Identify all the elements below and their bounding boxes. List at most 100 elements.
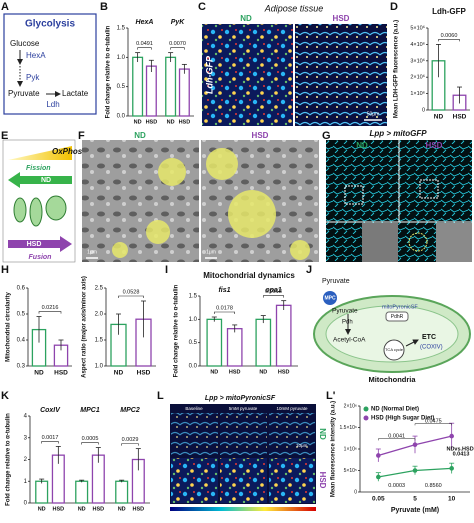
bar: [132, 56, 144, 117]
y-tick-label: 0.0: [117, 114, 126, 120]
y-tick-label: 4×10⁶: [410, 41, 425, 48]
panel-title: Lpp > mitoGFP: [369, 129, 427, 138]
x-tick-label: ND: [210, 369, 218, 375]
lipid-droplet: [112, 242, 128, 258]
tca-cycle: [383, 339, 405, 361]
x-tick-label: HSD: [229, 369, 241, 375]
significance-bracket: [81, 442, 99, 445]
bar: [178, 68, 190, 117]
metabolite: Glucose: [10, 39, 40, 48]
y-axis-label: Aspect ratio (major axis/minor axis): [82, 276, 88, 378]
panel-letter: C: [198, 1, 206, 13]
x-tick-label: 10: [448, 496, 456, 503]
label: Pdh: [342, 320, 353, 326]
mpc-transporter: [323, 291, 337, 305]
mitochondrion: [29, 197, 43, 227]
significance-bracket: [213, 311, 236, 314]
x-tick-label: 0.05: [372, 496, 385, 503]
y-tick-label: 2: [24, 457, 28, 463]
label: (COXIV): [420, 345, 443, 351]
x-tick-label: ND: [38, 506, 46, 512]
micrograph: [269, 413, 315, 455]
enzyme: Ldh: [46, 100, 59, 109]
y-tick-label: 1.5: [95, 338, 104, 344]
significance-bracket: [262, 295, 285, 298]
micrograph: [202, 24, 293, 126]
inset-highlight: [408, 232, 428, 252]
x-tick-label: ND: [34, 370, 44, 377]
y-tick-label: 3×10⁶: [410, 57, 425, 64]
inset-box: [419, 179, 439, 199]
legend-label: ND (Normal Diet): [371, 407, 419, 413]
point: [376, 453, 381, 458]
panel-letter: I: [165, 264, 168, 276]
p-value: 0.0017: [42, 435, 59, 441]
panel-letter: G: [322, 130, 331, 142]
label: Fission: [26, 165, 51, 172]
panel-letter: B: [100, 1, 108, 13]
category-label: CoxIV: [40, 407, 61, 414]
label: Pyruvate: [322, 278, 350, 285]
micrograph: [82, 140, 199, 262]
significance-bracket: [41, 441, 59, 444]
micrograph: [171, 413, 218, 455]
bar: [206, 318, 223, 367]
significance-bracket: [170, 47, 185, 50]
enzyme: Pyk: [26, 73, 40, 82]
scale-label: 1μm: [87, 249, 97, 255]
group-label: ND: [240, 14, 252, 23]
x-tick-label: HSD: [93, 506, 105, 512]
y-tick-label: 0.5: [17, 312, 26, 318]
annotation: 0.0413: [453, 452, 470, 458]
group-label: ND: [134, 131, 146, 140]
p-value: 0.0216: [42, 305, 59, 311]
y-tick-label: 1.0: [95, 364, 104, 370]
bar: [35, 480, 49, 504]
label: Pyruvate: [332, 308, 358, 315]
x-tick-label: HSD: [146, 119, 158, 125]
y-tick-label: 1.0: [117, 55, 126, 61]
group-label: HSD: [252, 131, 269, 140]
point: [449, 433, 454, 439]
bar: [255, 318, 272, 367]
significance-bracket: [121, 443, 139, 446]
p-value: 0.0178: [216, 305, 233, 311]
x-tick-label: ND: [114, 370, 124, 377]
panel-letter: H: [1, 264, 9, 276]
diagram-title: Glycolysis: [25, 19, 75, 30]
x-tick-label: HSD: [133, 506, 145, 512]
significance-bracket: [438, 39, 460, 42]
micrograph: [269, 458, 315, 503]
y-tick-label: 2×10⁶: [410, 74, 425, 81]
label: mitoPyronicSF: [382, 304, 418, 310]
y-tick-label: 5×10⁶: [410, 24, 425, 31]
bar: [75, 480, 89, 504]
category-label: HexA: [136, 19, 154, 26]
annotation: 0.0003: [388, 483, 405, 489]
colorbar: [170, 507, 316, 511]
y-tick-label: 1.5: [189, 294, 198, 300]
p-value: 0.0060: [441, 33, 458, 39]
panel-letter: E: [1, 130, 8, 142]
lipid-droplet: [206, 148, 238, 180]
panel-letter: L': [326, 390, 336, 402]
significance-bracket: [118, 295, 144, 298]
category-label: PyK: [171, 19, 186, 26]
micrograph: [220, 413, 267, 455]
lipid-droplet: [158, 158, 186, 186]
category-label: opa1: [265, 287, 281, 294]
micrograph: [171, 458, 218, 503]
lipid-droplet: [290, 240, 310, 260]
legend-label: HSD (High Sugar Diet): [371, 416, 434, 422]
p-value: 0.0070: [169, 41, 186, 47]
label: Fusion: [29, 254, 52, 261]
category-label: MPC1: [80, 407, 100, 414]
label: MPC: [324, 295, 336, 301]
inset-em: [362, 223, 398, 262]
lipid-droplet: [228, 190, 276, 238]
annotation: 0.0475: [425, 419, 442, 425]
scale-label: 10μm: [296, 443, 308, 448]
panel-title: Lpp > mitoPyronicSF: [205, 395, 276, 402]
y-tick-label: 1×10⁶: [344, 446, 357, 452]
